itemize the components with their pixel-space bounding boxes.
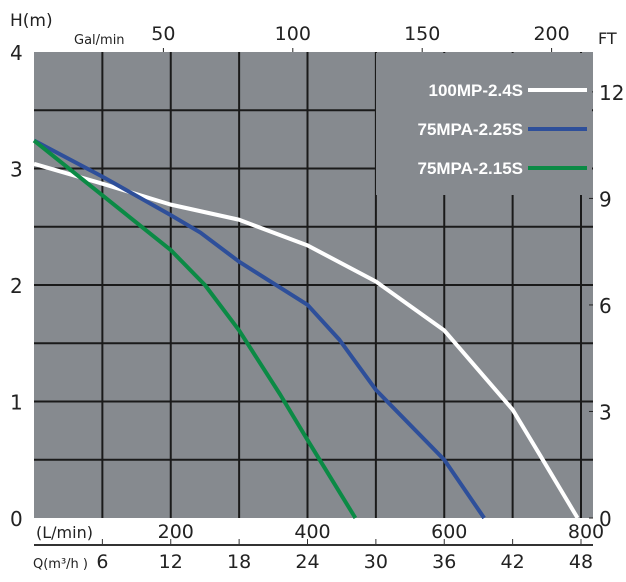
y-axis-label: H(m)	[10, 11, 53, 31]
gal-tick-label: 200	[533, 23, 569, 45]
y-tick-label: 0	[10, 507, 23, 531]
q-axis-label: Q(m³/h )	[33, 557, 88, 572]
q-tick-label: 30	[364, 551, 388, 573]
ft-tick-label: 12	[599, 81, 624, 105]
legend-label: 75MPA-2.15S	[417, 159, 523, 178]
y-tick-label: 3	[10, 158, 23, 182]
y-tick-label: 4	[10, 41, 23, 65]
ft-tick-label: 9	[599, 187, 612, 211]
legend-label: 75MPA-2.25S	[417, 120, 523, 139]
q-tick-label: 12	[159, 551, 183, 573]
series-line-75MPA-2.25S	[33, 138, 486, 520]
ft-tick-label: 0	[599, 507, 612, 531]
q-tick-label: 24	[295, 551, 319, 573]
ft-tick-label: 3	[599, 400, 612, 424]
series-line-75MPA-2.15S	[32, 138, 358, 520]
right-axis-label: FT	[598, 29, 617, 48]
gal-tick-label: 100	[275, 23, 311, 45]
q-tick-label: 36	[432, 551, 456, 573]
lmin-tick-label: 800	[568, 521, 604, 543]
legend: 100MP-2.4S 75MPA-2.25S 75MPA-2.15S	[417, 81, 587, 178]
lmin-tick-label: 200	[158, 521, 194, 543]
lmin-axis-label: (L/min)	[36, 523, 93, 542]
ft-tick-label: 6	[599, 294, 612, 318]
lmin-tick-label: 400	[294, 521, 330, 543]
y-tick-label: 1	[10, 391, 23, 415]
q-tick-label: 18	[227, 551, 251, 573]
gal-tick-label: 50	[151, 23, 175, 45]
q-tick-label: 6	[96, 551, 108, 573]
lmin-tick-label: 600	[431, 521, 467, 543]
y-tick-label: 2	[10, 274, 23, 298]
series-lines	[32, 138, 580, 520]
top-axis-label: Gal/min	[74, 33, 125, 48]
legend-box	[376, 53, 592, 195]
q-tick-label: 48	[569, 551, 593, 573]
q-tick-label: 42	[501, 551, 525, 573]
gal-tick-label: 150	[404, 23, 440, 45]
legend-label: 100MP-2.4S	[429, 81, 524, 100]
